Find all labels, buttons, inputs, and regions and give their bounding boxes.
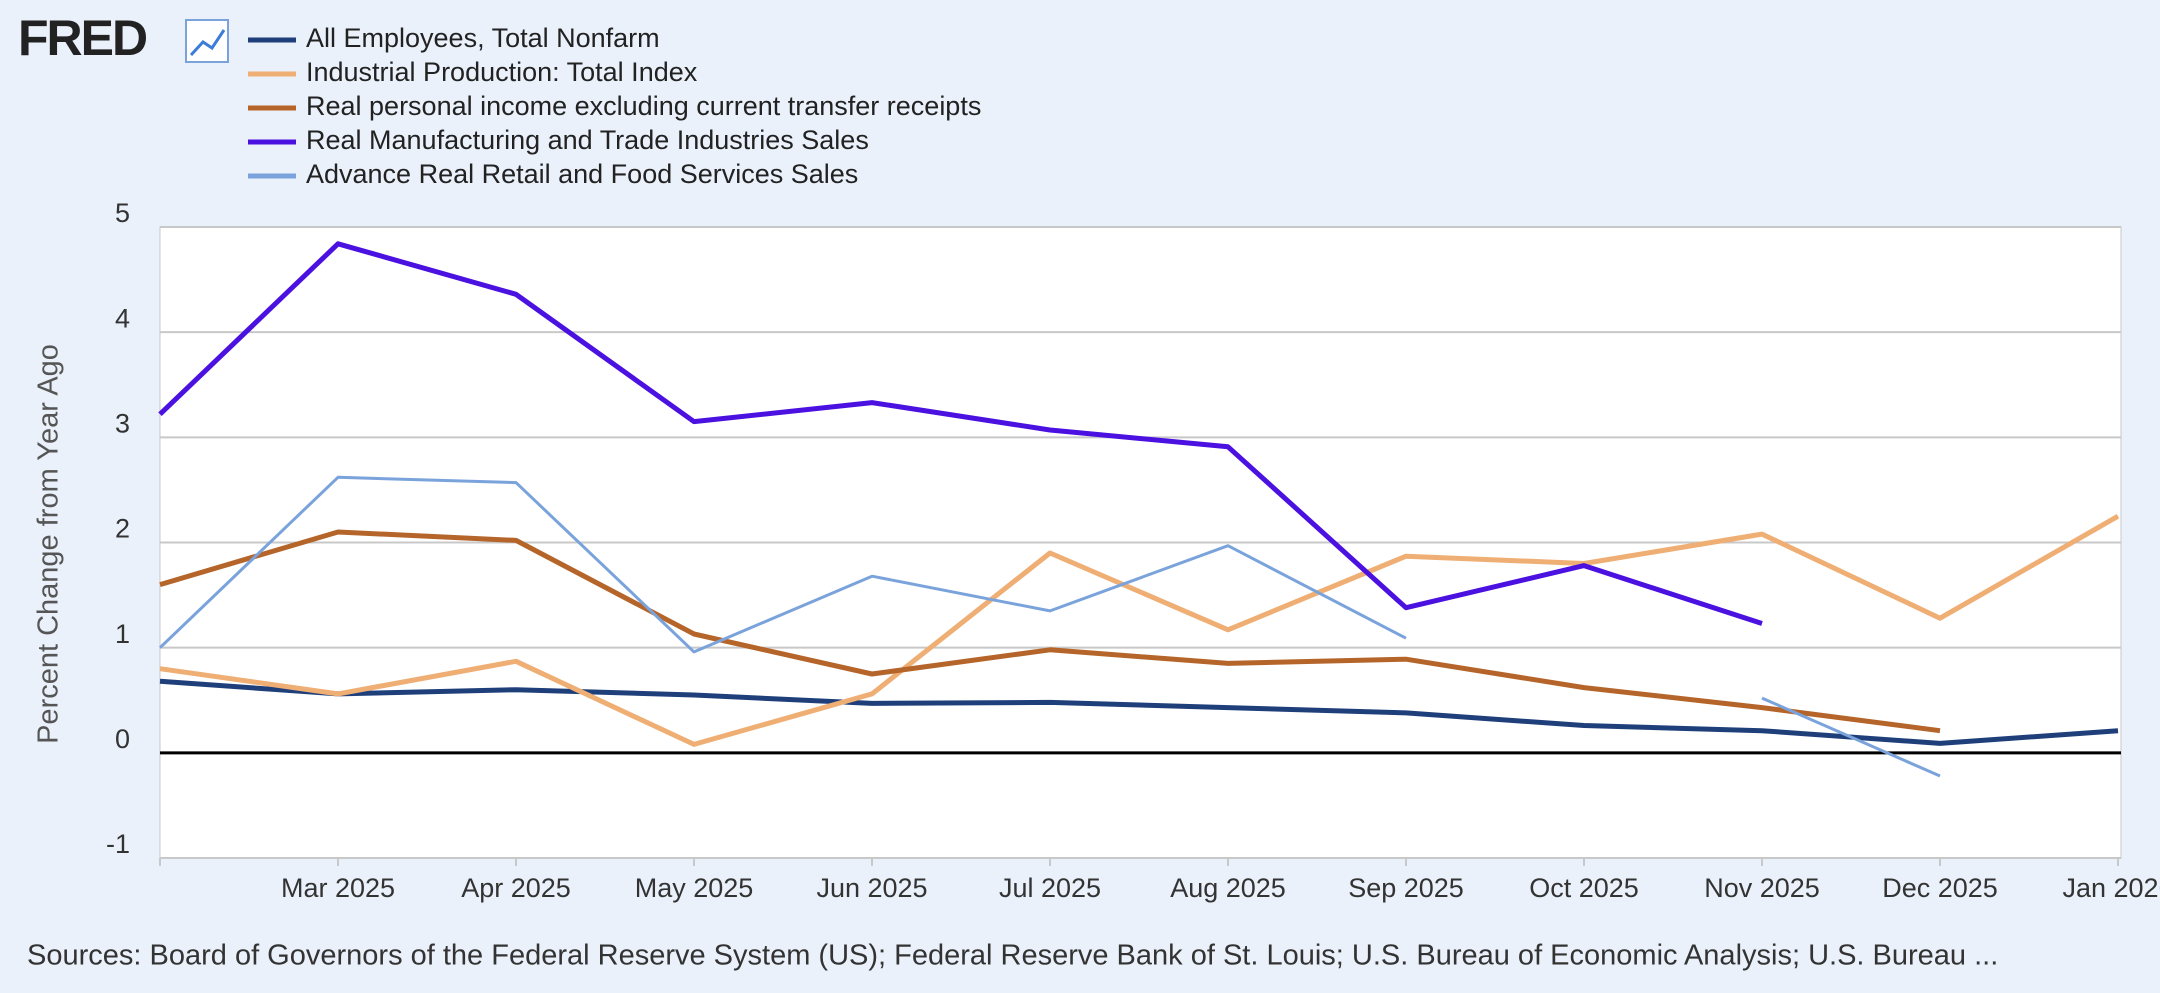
y-tick-label: 4 <box>115 303 130 333</box>
legend-label: Real personal income excluding current t… <box>306 91 981 121</box>
series-line <box>159 529 1941 734</box>
footer: Sources: Board of Governors of the Feder… <box>27 940 1998 972</box>
series-line <box>158 241 1763 626</box>
y-tick-label: 1 <box>115 619 130 649</box>
x-tick-label: Jun 2025 <box>816 873 927 903</box>
y-tick-label: 3 <box>115 408 130 438</box>
legend-label: Advance Real Retail and Food Services Sa… <box>306 159 858 189</box>
x-tick-label: Nov 2025 <box>1704 873 1820 903</box>
x-tick-label: Aug 2025 <box>1170 873 1286 903</box>
legend-label: Real Manufacturing and Trade Industries … <box>306 125 869 155</box>
x-tick-label: Dec 2025 <box>1882 873 1998 903</box>
series-line <box>159 678 2119 746</box>
y-tick-label: 5 <box>115 198 130 228</box>
y-tick-label: 2 <box>115 514 130 544</box>
logo: FRED <box>18 10 147 66</box>
x-tick-label: Jul 2025 <box>999 873 1101 903</box>
x-tick-label: Jan 2026 <box>2062 873 2160 903</box>
x-tick-label: May 2025 <box>635 873 754 903</box>
x-tick-label: Apr 2025 <box>461 873 571 903</box>
series-line <box>158 475 1941 778</box>
x-tick-label: Oct 2025 <box>1529 873 1639 903</box>
x-tick-label: Sep 2025 <box>1348 873 1464 903</box>
y-tick-label: 0 <box>115 724 130 754</box>
y-tick-label: -1 <box>106 829 130 859</box>
legend-label: All Employees, Total Nonfarm <box>306 23 660 53</box>
legend-label: Industrial Production: Total Index <box>306 57 698 87</box>
logo-icon <box>185 19 229 63</box>
series-line <box>159 514 2120 747</box>
x-tick-label: Mar 2025 <box>281 873 395 903</box>
y-axis-label: Percent Change from Year Ago <box>33 344 65 744</box>
